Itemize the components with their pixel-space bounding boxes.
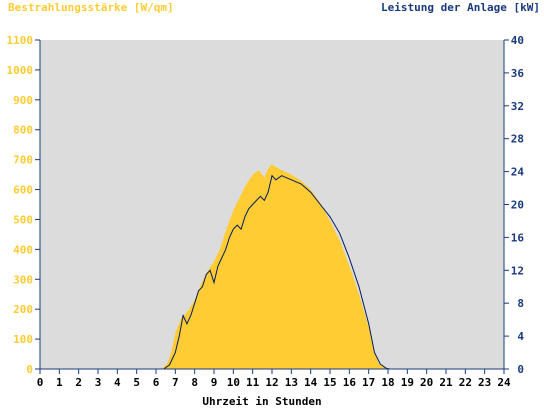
left-tick-label: 400 bbox=[13, 243, 33, 256]
x-tick-label: 6 bbox=[153, 376, 160, 389]
right-axis-ticks: 0 4 8 12 16 20 24 28 32 36 40 bbox=[504, 34, 524, 376]
x-tick-label: 12 bbox=[265, 376, 278, 389]
right-tick-label: 32 bbox=[511, 100, 524, 113]
x-tick-label: 24 bbox=[497, 376, 511, 389]
x-tick-label: 10 bbox=[227, 376, 240, 389]
x-tick-label: 16 bbox=[343, 376, 357, 389]
x-tick-label: 0 bbox=[37, 376, 44, 389]
x-tick-label: 20 bbox=[420, 376, 433, 389]
x-tick-label: 23 bbox=[478, 376, 491, 389]
right-tick-label: 36 bbox=[511, 67, 525, 80]
irradiance-area-layer bbox=[40, 164, 504, 369]
irradiance-area bbox=[40, 164, 504, 369]
left-tick-label: 0 bbox=[26, 363, 33, 376]
power-line-layer bbox=[40, 174, 504, 370]
left-tick-label: 200 bbox=[13, 303, 33, 316]
right-tick-label: 24 bbox=[511, 166, 525, 179]
left-tick-label: 600 bbox=[13, 184, 33, 197]
x-axis-title: Uhrzeit in Stunden bbox=[202, 395, 321, 408]
right-tick-label: 20 bbox=[511, 199, 524, 212]
right-tick-label: 40 bbox=[511, 34, 524, 47]
right-tick-label: 28 bbox=[511, 133, 524, 146]
x-tick-label: 17 bbox=[362, 376, 375, 389]
left-tick-label: 300 bbox=[13, 273, 33, 286]
x-tick-label: 5 bbox=[133, 376, 140, 389]
x-tick-label: 22 bbox=[459, 376, 472, 389]
left-tick-label: 1100 bbox=[7, 34, 34, 47]
left-tick-label: 900 bbox=[13, 94, 33, 107]
x-tick-label: 18 bbox=[381, 376, 394, 389]
x-tick-label: 15 bbox=[323, 376, 336, 389]
x-tick-label: 14 bbox=[304, 376, 318, 389]
x-tick-label: 19 bbox=[401, 376, 414, 389]
x-tick-label: 8 bbox=[191, 376, 198, 389]
x-tick-label: 21 bbox=[439, 376, 453, 389]
left-axis-ticks: 0 100 200 300 400 500 600 700 800 900 1000 1100 bbox=[7, 34, 40, 376]
right-tick-label: 4 bbox=[517, 330, 524, 343]
left-tick-label: 700 bbox=[13, 154, 33, 167]
x-tick-label: 4 bbox=[114, 376, 121, 389]
x-tick-label: 9 bbox=[211, 376, 218, 389]
right-axis-title: Leistung der Anlage [kW] bbox=[381, 1, 540, 14]
x-tick-label: 1 bbox=[56, 376, 63, 389]
x-tick-label: 3 bbox=[95, 376, 102, 389]
x-axis-ticks: 0 1 2 3 4 5 6 7 8 9 10 11 12 13 14 15 16 17 18 19 20 21 22 23 24 bbox=[37, 369, 511, 389]
x-tick-label: 2 bbox=[75, 376, 82, 389]
x-tick-label: 7 bbox=[172, 376, 179, 389]
right-tick-label: 12 bbox=[511, 264, 524, 277]
right-tick-label: 0 bbox=[517, 363, 524, 376]
right-tick-label: 16 bbox=[511, 231, 525, 244]
left-tick-label: 1000 bbox=[7, 64, 34, 77]
right-tick-label: 8 bbox=[517, 297, 524, 310]
x-tick-label: 13 bbox=[285, 376, 298, 389]
left-tick-label: 800 bbox=[13, 124, 33, 137]
left-tick-label: 100 bbox=[13, 333, 33, 346]
left-tick-label: 500 bbox=[13, 213, 33, 226]
left-axis-title: Bestrahlungsstärke [W/qm] bbox=[8, 1, 174, 14]
x-tick-label: 11 bbox=[246, 376, 260, 389]
power-line bbox=[40, 174, 504, 370]
